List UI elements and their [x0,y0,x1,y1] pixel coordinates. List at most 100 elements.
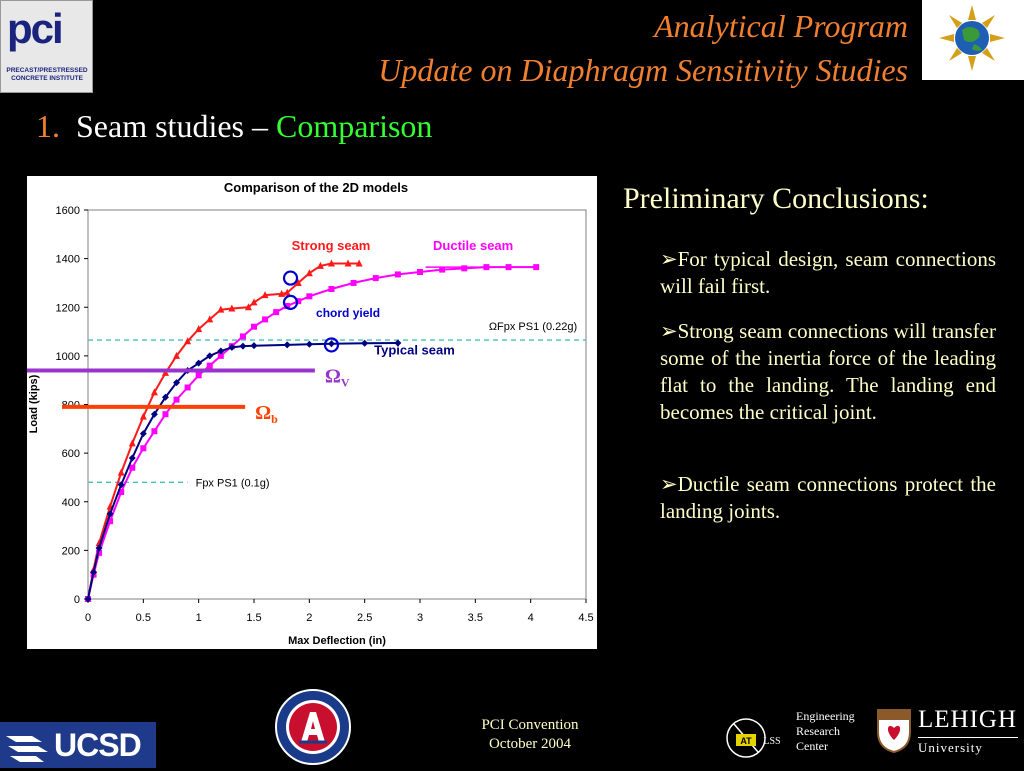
chart-annotation: chord yield [316,306,380,320]
ucsd-logo-text: UCSD [54,727,142,763]
conclusion-text: Ductile seam connections protect the lan… [660,472,996,523]
reference-line-label: ΩFpx PS1 (0.22g) [489,321,577,333]
y-tick-label: 400 [62,497,80,509]
page-title: Analytical Program [654,8,908,44]
x-axis-label: Max Deflection (in) [288,635,386,647]
atlss-icon: AT LSS [726,718,781,758]
data-point [206,362,213,369]
data-point [195,359,203,367]
data-point [173,379,181,387]
data-point [372,275,379,282]
data-point [173,351,181,359]
arrow-bullet-icon: ➢ [660,247,678,271]
x-tick-label: 4 [528,612,534,624]
civil-engineering-seal [274,688,352,766]
data-point [129,464,136,471]
data-point [139,430,147,438]
series-label: Strong seam [292,238,371,253]
data-point [173,396,180,403]
lehigh-logo: LEHIGH University [876,706,1024,766]
conclusion-item: ➢Strong seam connections will transfer s… [660,318,996,426]
data-point [327,340,335,348]
x-tick-label: 0 [85,612,91,624]
globe-icon [939,5,1005,71]
series-label: Typical seam [374,343,455,358]
data-point [439,266,446,273]
x-tick-label: 3 [417,612,423,624]
data-point [251,323,257,330]
erc-line: Center [796,739,828,753]
data-point [361,339,369,347]
data-point [261,291,269,299]
y-tick-label: 1400 [56,254,80,266]
svg-text:LSS: LSS [763,736,780,747]
data-point [305,269,313,277]
data-point [84,595,92,603]
series-line [87,266,537,600]
data-point [284,303,291,310]
conclusion-text: For typical design, seam connections wil… [660,247,996,298]
data-point [195,372,202,379]
data-point [217,352,224,359]
section-heading: 1. Seam studies – Comparison [36,108,432,145]
data-point [394,339,402,347]
seal-icon [275,689,351,765]
data-point [394,271,401,278]
data-point [139,412,147,420]
x-tick-label: 3.5 [468,612,483,624]
data-point [283,341,291,349]
data-point [244,303,252,311]
chart-labels: ΩFpx PS1 (0.22g) Fpx PS1 (0.1g) Strong sea… [196,238,578,489]
level-marker-label: Ωb [255,402,278,426]
x-tick-label: 1 [196,612,202,624]
data-point [283,288,291,296]
data-point [327,259,335,267]
data-point [96,549,103,556]
data-point [461,265,468,272]
svg-text:AT: AT [740,736,752,746]
data-point [150,388,158,396]
data-point [350,279,357,286]
highlight-circle [282,270,299,286]
erc-line: Research [796,724,840,738]
y-tick-label: 200 [62,545,80,557]
x-tick-label: 0.5 [136,612,151,624]
data-point [150,410,158,418]
nees-logo [922,0,1024,80]
section-number: 1. [36,108,60,144]
conclusion-item: ➢For typical design, seam connections wi… [660,246,996,300]
data-point [239,342,247,350]
x-tick-label: 2 [306,612,312,624]
data-point [140,445,147,452]
page-subtitle: Update on Diaphragm Sensitivity Studies [378,52,908,88]
level-marker-subscript: V [341,375,350,389]
data-point [355,259,363,267]
pci-logo-text: pci [7,5,64,52]
pci-logo-subtitle: PRECAST/PRESTRESSED CONCRETE INSTITUTE [6,67,88,82]
x-tick-label: 2.5 [357,612,372,624]
data-point [161,393,169,401]
level-marker-subscript: b [271,412,278,426]
data-point [273,309,280,316]
series-label: Ductile seam [433,238,513,253]
highlight-circle [282,294,299,310]
data-point [295,298,302,305]
y-tick-label: 1600 [56,205,80,217]
data-point [90,568,98,576]
data-point [316,261,324,269]
series-group [84,259,540,603]
y-tick-label: 600 [62,448,80,460]
level-marker-label: ΩV [325,365,350,389]
conclusion-item: ➢Ductile seam connections protect the la… [660,471,996,525]
data-point [128,454,136,462]
data-point [95,544,103,552]
x-axis: 0 0.5 1 1.5 2 2.5 3 3.5 4 4.5 [85,599,594,624]
data-point [106,510,114,518]
y-axis-label: Load (kips) [28,374,40,433]
conclusions-title: Preliminary Conclusions: [623,182,929,215]
ucsd-logo: UCSD [0,722,156,768]
series-line [87,342,398,600]
data-point [118,489,125,496]
data-point [278,289,286,297]
conclusion-text: Strong seam connections will transfer so… [660,319,996,424]
